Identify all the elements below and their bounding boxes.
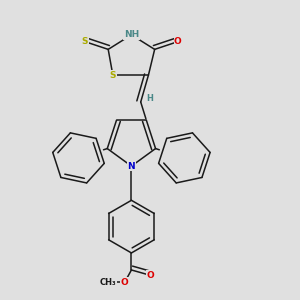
Text: O: O xyxy=(121,278,128,287)
Text: N: N xyxy=(128,162,135,171)
Text: NH: NH xyxy=(124,30,139,39)
Text: H: H xyxy=(147,94,153,103)
Text: O: O xyxy=(146,271,154,280)
Text: O: O xyxy=(174,37,182,46)
Text: S: S xyxy=(82,37,88,46)
Text: S: S xyxy=(110,70,116,80)
Text: CH₃: CH₃ xyxy=(100,278,116,287)
